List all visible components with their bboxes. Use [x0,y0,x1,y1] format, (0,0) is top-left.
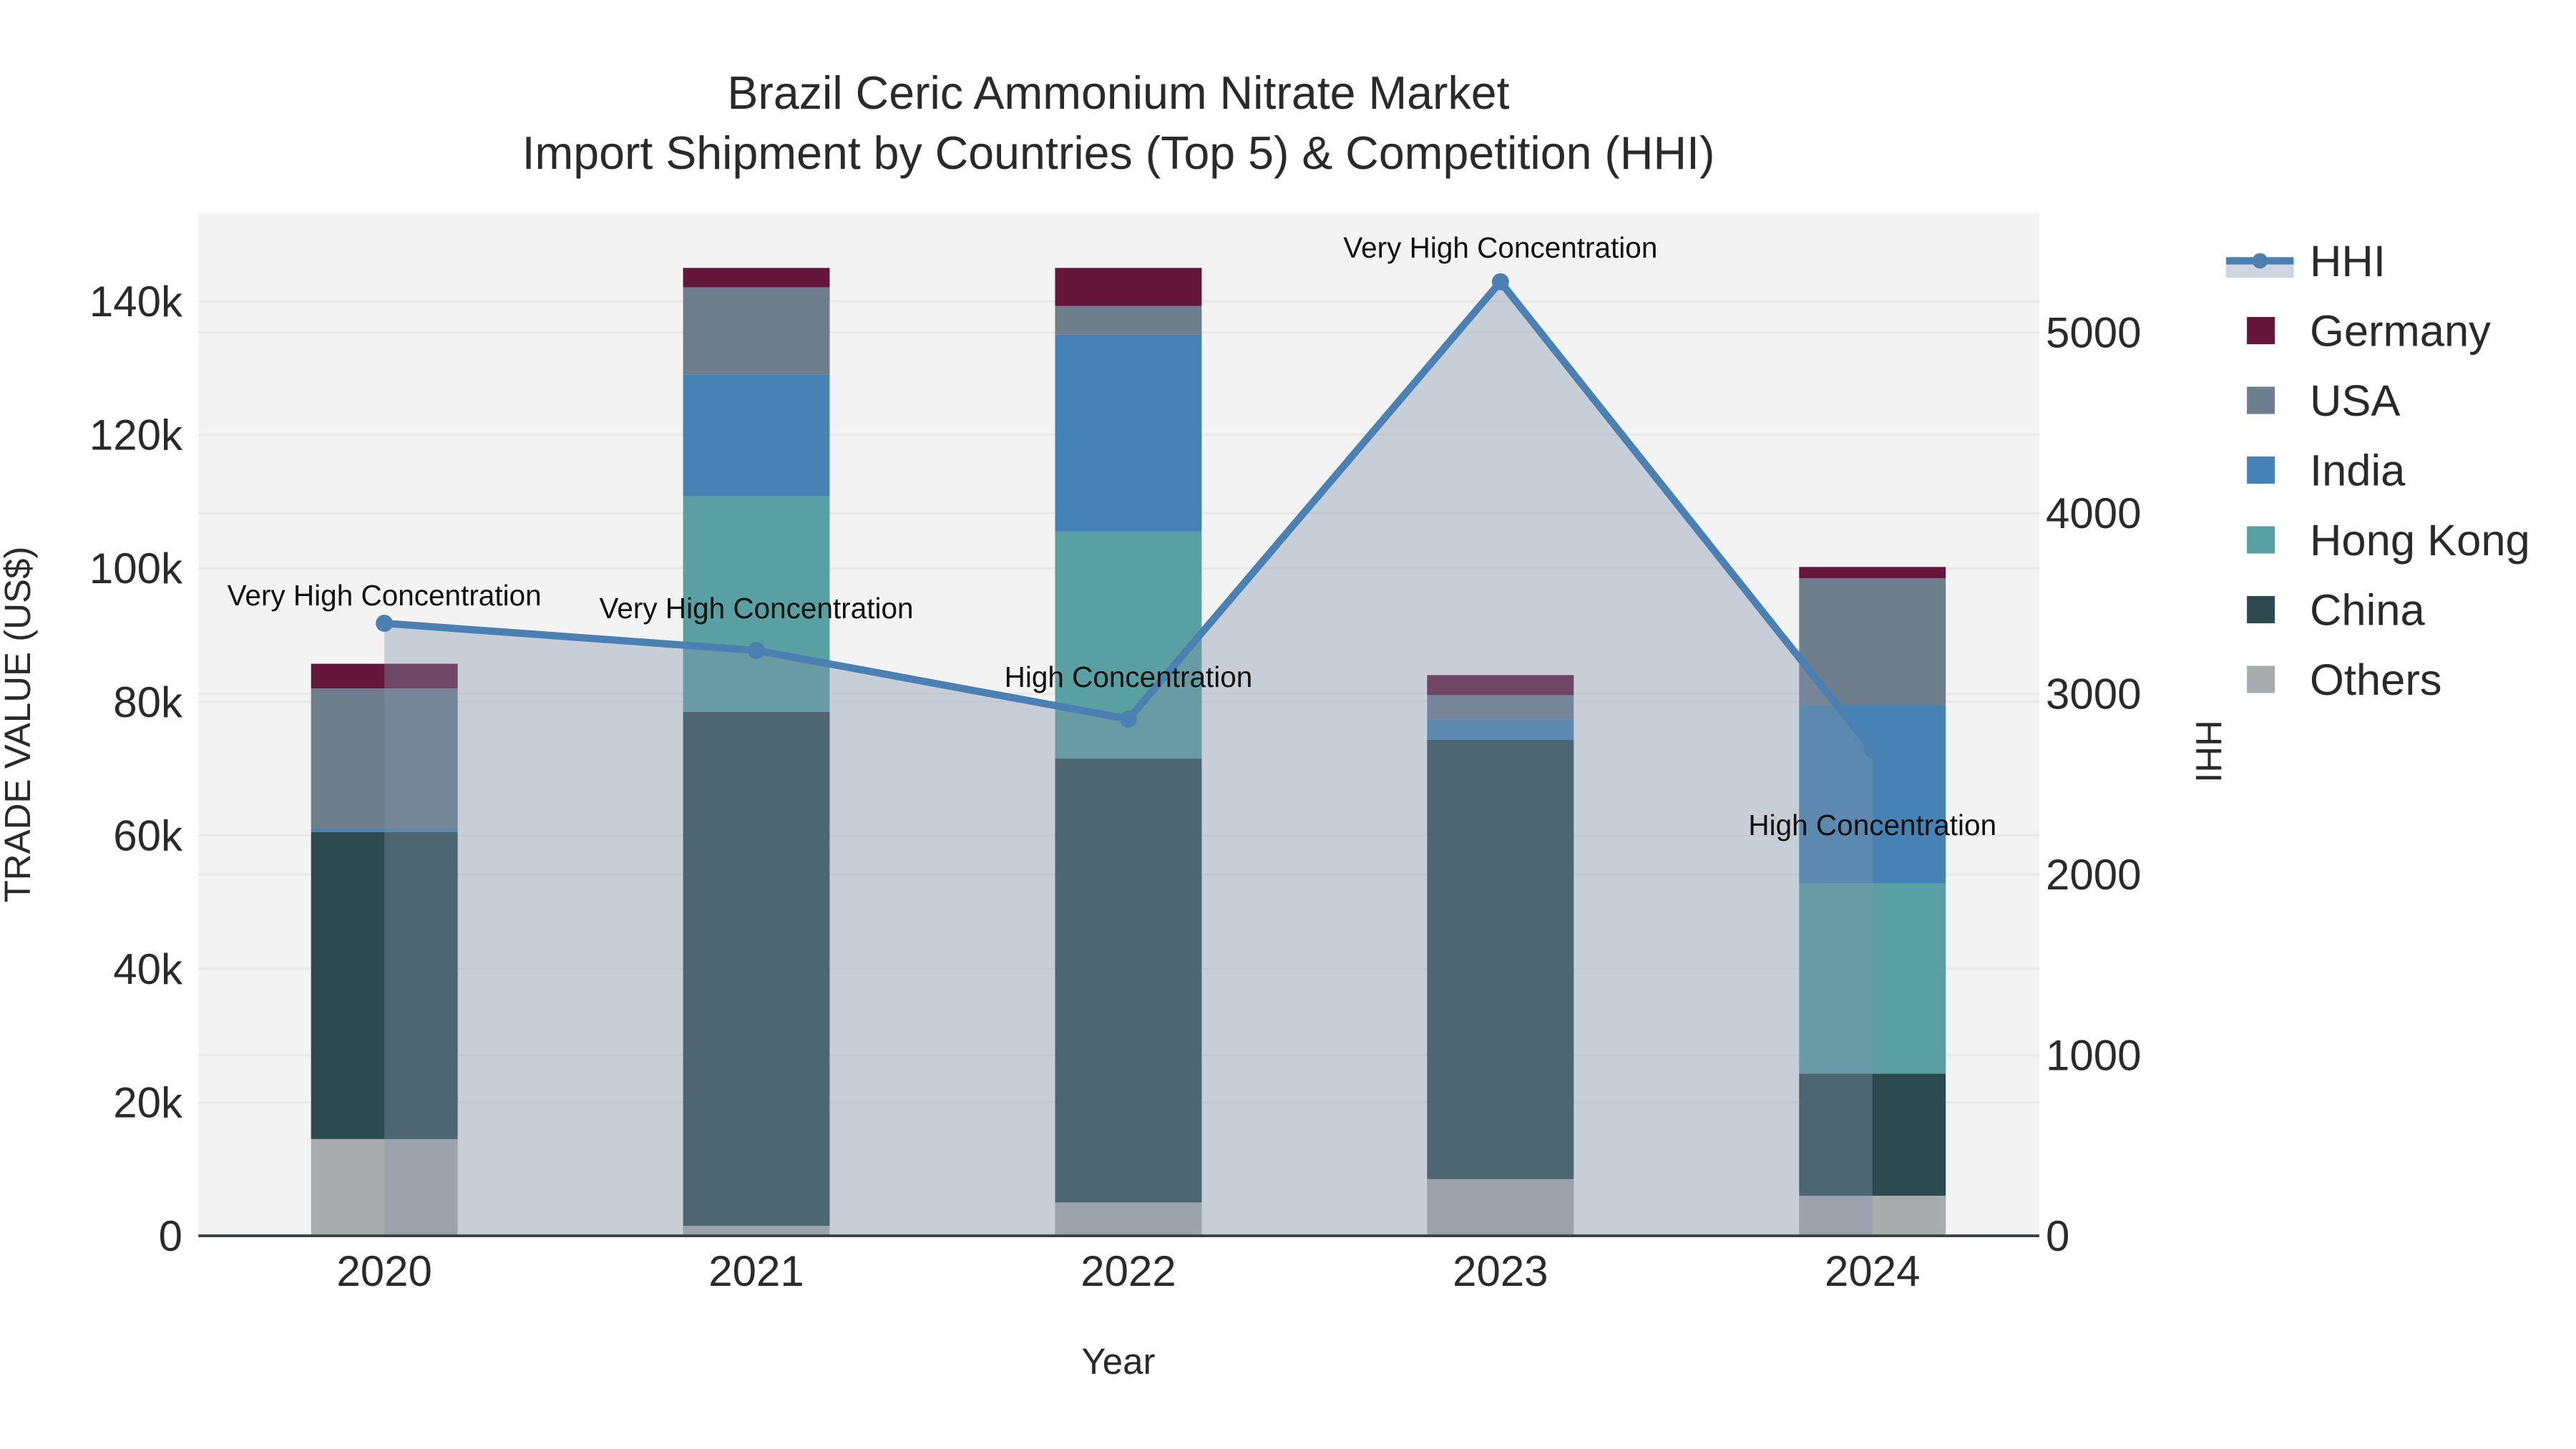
legend-hhi-marker-icon [2252,253,2268,269]
y-left-tick-80k: 80k [113,678,183,726]
legend-hhi-fill-swatch [2226,264,2294,278]
legend-item-others[interactable]: Others [2247,655,2442,705]
bar-segment-2021-usa[interactable] [683,287,830,375]
bar-segment-2021-hong-kong[interactable] [683,496,830,712]
hhi-point-2022[interactable] [1119,710,1137,728]
legend-label-hong-kong: Hong Kong [2310,516,2530,565]
y-right-tick-0: 0 [2046,1212,2069,1260]
legend-label-india: India [2310,447,2406,496]
x-tick-2021: 2021 [708,1247,804,1295]
bar-segment-2024-germany[interactable] [1799,567,1946,579]
annotation-2022: High Concentration [1005,660,1253,693]
legend-swatch-china [2247,595,2275,624]
legend-item-china[interactable]: China [2247,586,2425,635]
y-left-tick-60k: 60k [113,811,183,859]
legend-item-india[interactable]: India [2247,447,2406,496]
bar-segment-2022-china[interactable] [1055,758,1202,1203]
legend-item-hong-kong[interactable]: Hong Kong [2247,516,2530,565]
x-tick-2023: 2023 [1453,1247,1548,1295]
legend-swatch-hong-kong [2247,526,2275,554]
bar-segment-2024-hong-kong[interactable] [1799,883,1946,1074]
hhi-point-2023[interactable] [1491,273,1509,291]
y-axis-title-left: TRADE VALUE (US$) [0,547,38,903]
legend-item-hhi[interactable]: HHI [2226,237,2386,286]
bar-segment-2023-others[interactable] [1427,1179,1574,1236]
x-axis-title: Year [1081,1341,1155,1382]
y-right-tick-2000: 2000 [2046,851,2141,899]
y-left-tick-140k: 140k [89,278,183,326]
bar-segment-2022-india[interactable] [1055,334,1202,532]
legend-label-others: Others [2310,655,2442,705]
hhi-point-2020[interactable] [376,615,394,633]
bar-segment-2021-germany[interactable] [683,268,830,288]
legend-swatch-usa [2247,386,2275,414]
legend-label-china: China [2310,586,2425,635]
bar-segment-2022-others[interactable] [1055,1202,1202,1236]
y-left-tick-40k: 40k [113,945,183,993]
annotation-2024: High Concentration [1748,809,1996,841]
legend-swatch-germany [2247,316,2275,345]
y-right-tick-1000: 1000 [2046,1032,2141,1080]
bar-segment-2023-germany[interactable] [1427,675,1574,696]
bar-segment-2020-germany[interactable] [311,663,458,689]
hhi-area-fill [384,281,1873,1236]
legend-label-hhi: HHI [2310,237,2386,286]
legend-swatch-others [2247,665,2275,693]
bar-segment-2020-india[interactable] [311,829,458,832]
hhi-point-2021[interactable] [748,641,766,659]
y-right-tick-4000: 4000 [2046,489,2141,537]
legend-label-usa: USA [2310,376,2400,426]
y-left-tick-120k: 120k [89,411,183,459]
legend-swatch-india [2247,456,2275,484]
annotation-2021: Very High Concentration [600,592,914,625]
bar-segment-2020-usa[interactable] [311,688,458,829]
y-left-tick-20k: 20k [113,1079,183,1127]
annotation-2023: Very High Concentration [1343,231,1657,264]
bar-segment-2021-others[interactable] [683,1226,830,1236]
hhi-point-2024[interactable] [1863,741,1881,758]
legend-label-germany: Germany [2310,307,2491,356]
bar-segment-2022-germany[interactable] [1055,268,1202,306]
chart-title-line2: Import Shipment by Countries (Top 5) & C… [522,127,1715,179]
x-tick-2022: 2022 [1080,1247,1176,1295]
annotation-2020: Very High Concentration [228,579,542,612]
bar-segment-2020-others[interactable] [311,1138,458,1236]
y-left-tick-100k: 100k [89,545,183,592]
legend-item-usa[interactable]: USA [2247,376,2400,426]
bar-segment-2024-china[interactable] [1799,1073,1946,1196]
y-left-tick-0: 0 [159,1212,182,1260]
y-right-tick-3000: 3000 [2046,670,2141,718]
bar-segment-2021-china[interactable] [683,711,830,1226]
y-right-tick-5000: 5000 [2046,309,2141,357]
bar-segment-2021-india[interactable] [683,374,830,497]
bar-segment-2023-china[interactable] [1427,739,1574,1179]
bar-segment-2024-others[interactable] [1799,1196,1946,1236]
legend-item-germany[interactable]: Germany [2247,307,2491,356]
chart-title-line1: Brazil Ceric Ammonium Nitrate Market [727,67,1509,119]
y-axis-title-right: HHI [2188,720,2229,783]
bar-segment-2020-china[interactable] [311,831,458,1139]
bar-segment-2023-india[interactable] [1427,719,1574,740]
bar-segment-2022-usa[interactable] [1055,306,1202,335]
x-tick-2020: 2020 [336,1247,431,1295]
x-tick-2024: 2024 [1825,1247,1920,1295]
bar-segment-2024-india[interactable] [1799,705,1946,884]
bar-segment-2023-usa[interactable] [1427,695,1574,720]
